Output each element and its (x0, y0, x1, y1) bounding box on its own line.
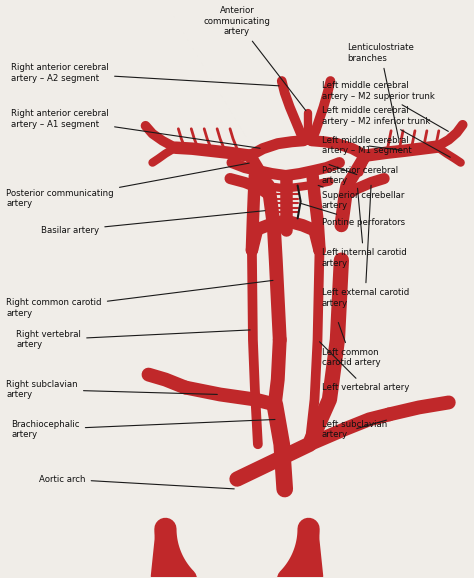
Text: Lenticulostriate
branches: Lenticulostriate branches (347, 43, 414, 138)
Text: Left middle cerebral
artery – M2 superior trunk: Left middle cerebral artery – M2 superio… (321, 81, 448, 131)
Text: Posterior cerebral
artery: Posterior cerebral artery (321, 165, 398, 185)
Text: Aortic arch: Aortic arch (39, 475, 234, 489)
Text: Left middle cerebral
artery – M2 inferior trunk: Left middle cerebral artery – M2 inferio… (321, 106, 450, 157)
Text: Right common carotid
artery: Right common carotid artery (6, 280, 273, 317)
Text: Left internal carotid
artery: Left internal carotid artery (321, 188, 406, 268)
Text: Brachiocephalic
artery: Brachiocephalic artery (11, 420, 275, 439)
Text: Right vertebral
artery: Right vertebral artery (16, 330, 250, 350)
Text: Left subclavian
artery: Left subclavian artery (321, 420, 387, 439)
Text: Pontine perforators: Pontine perforators (301, 203, 405, 227)
Text: Left external carotid
artery: Left external carotid artery (321, 186, 409, 307)
Text: Left middle cerebral
artery – M1 segment: Left middle cerebral artery – M1 segment (321, 136, 411, 155)
Text: Right anterior cerebral
artery – A2 segment: Right anterior cerebral artery – A2 segm… (11, 64, 279, 86)
Text: Superior cerebellar
artery: Superior cerebellar artery (318, 186, 404, 210)
Text: Right anterior cerebral
artery – A1 segment: Right anterior cerebral artery – A1 segm… (11, 109, 260, 149)
Text: Anterior
communicating
artery: Anterior communicating artery (203, 6, 306, 110)
Text: Basilar artery: Basilar artery (41, 210, 265, 235)
Text: Left common
carotid artery: Left common carotid artery (321, 323, 380, 368)
Text: Right subclavian
artery: Right subclavian artery (6, 380, 217, 399)
Text: Left vertebral artery: Left vertebral artery (319, 342, 409, 392)
Text: Posterior communicating
artery: Posterior communicating artery (6, 163, 249, 208)
